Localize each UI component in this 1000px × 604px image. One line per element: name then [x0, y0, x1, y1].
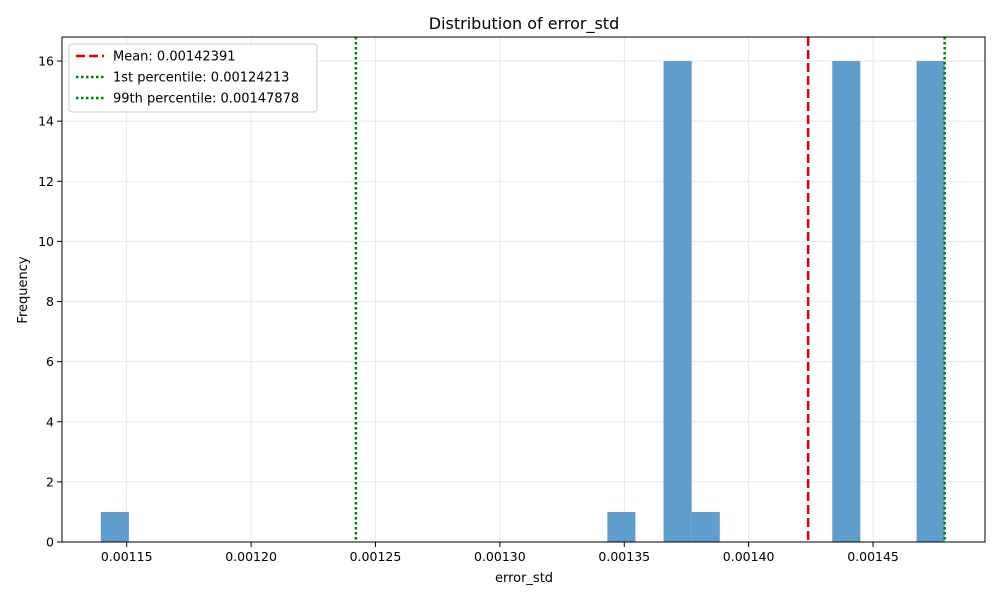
- histogram-bar: [663, 61, 692, 543]
- x-axis-label: error_std: [495, 571, 553, 586]
- legend-box: [68, 43, 318, 113]
- legend-label: 1st percentile: 0.00124213: [113, 71, 289, 86]
- histogram-bar: [607, 511, 636, 542]
- x-tick-label: 0.00115: [101, 549, 153, 564]
- y-tick-label: 6: [46, 354, 54, 369]
- y-axis-label: Frequency: [16, 256, 31, 323]
- x-axis: 0.00115 0.00120 0.00125 0.00130 0.00135 0.001…: [101, 542, 899, 564]
- bars-layer: [100, 61, 945, 543]
- x-tick-label: 0.00140: [723, 549, 775, 564]
- reference-lines-layer: [354, 37, 946, 542]
- legend-label: Mean: 0.00142391: [113, 50, 236, 65]
- y-tick-label: 4: [46, 414, 54, 429]
- y-tick-label: 2: [46, 474, 54, 489]
- plot-frame: [61, 36, 986, 543]
- x-tick-label: 0.00135: [598, 549, 650, 564]
- histogram-bar: [100, 511, 129, 542]
- y-tick-label: 0: [46, 535, 54, 550]
- x-tick-label: 0.00120: [225, 549, 277, 564]
- histogram-bar: [832, 61, 861, 543]
- y-tick-label: 16: [38, 54, 54, 69]
- legend-label: 99th percentile: 0.00147878: [113, 92, 299, 107]
- histogram-bar: [916, 61, 945, 543]
- y-tick-label: 8: [46, 294, 54, 309]
- legend: Mean: 0.00142391 1st percentile: 0.001242…: [68, 43, 318, 113]
- x-tick-label: 0.00125: [350, 549, 402, 564]
- y-tick-label: 10: [38, 234, 54, 249]
- x-tick-label: 0.00130: [474, 549, 526, 564]
- y-tick-label: 14: [38, 114, 54, 129]
- x-tick-label: 0.00145: [847, 549, 899, 564]
- y-axis: 0 2 4 6 8 10 12 14 16: [38, 54, 62, 550]
- chart-title: Distribution of error_std: [429, 14, 619, 34]
- histogram-bar: [691, 511, 720, 542]
- y-tick-label: 12: [38, 174, 54, 189]
